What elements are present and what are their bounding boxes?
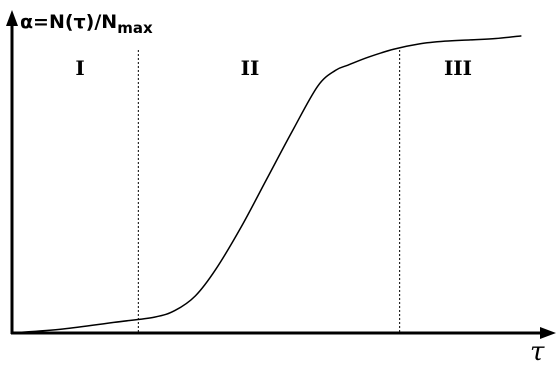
region-boundaries bbox=[137, 50, 401, 333]
y-axis-label-main: α=N(τ)/N bbox=[20, 11, 117, 33]
region-labels: I II III bbox=[75, 56, 472, 80]
y-axis-arrow bbox=[6, 10, 18, 26]
y-axis-label-subscript: max bbox=[117, 19, 153, 37]
region-label-3: III bbox=[444, 56, 472, 80]
region-label-1: I bbox=[75, 56, 84, 80]
series-line bbox=[11, 35, 522, 334]
region-label-2: II bbox=[241, 56, 260, 80]
x-axis-arrow bbox=[540, 327, 556, 339]
y-axis-label: α=N(τ)/Nmax bbox=[20, 11, 153, 37]
x-axis-label: τ bbox=[530, 337, 545, 365]
